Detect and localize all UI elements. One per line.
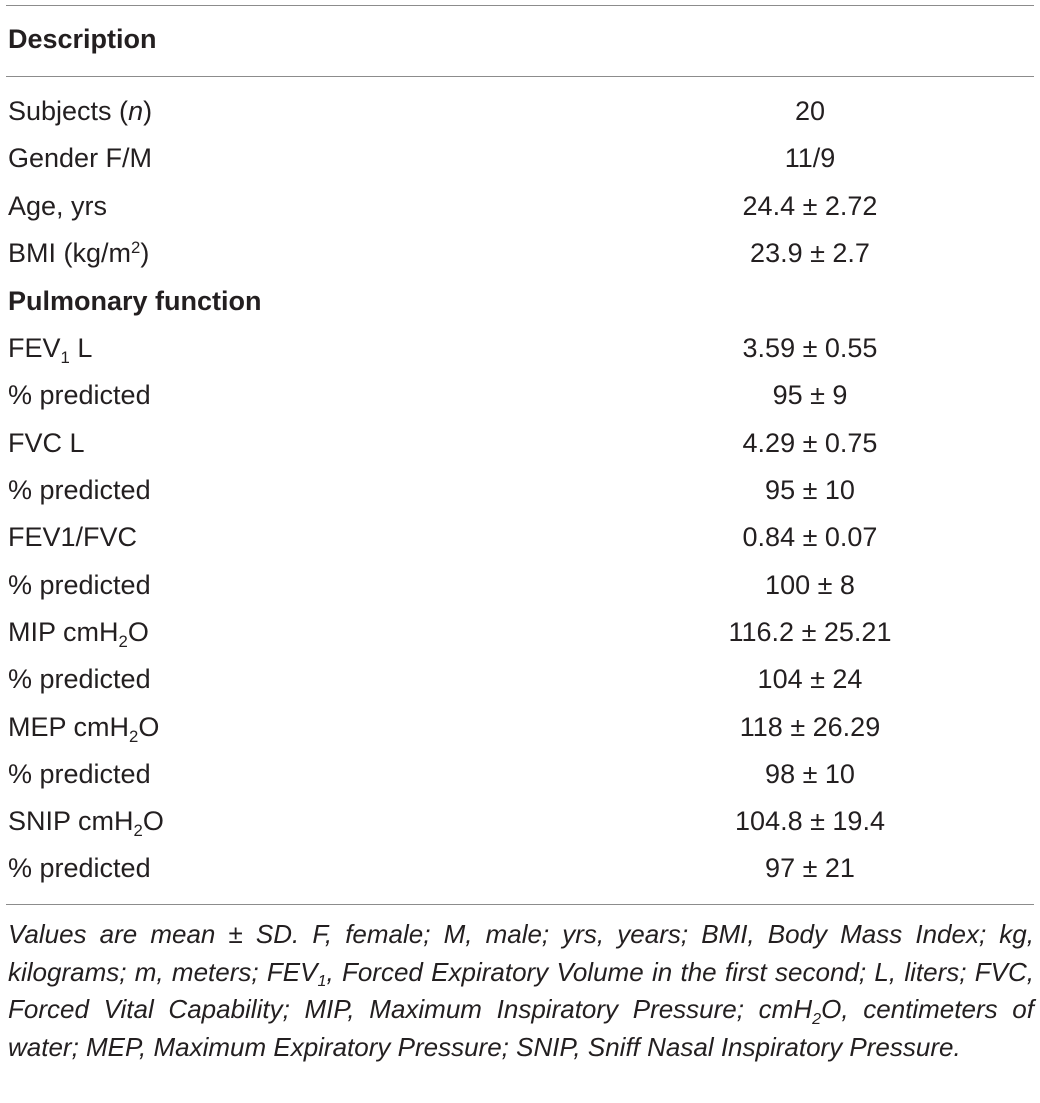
row-label: % predicted (8, 853, 151, 883)
row-label: SNIP cmH2O (8, 806, 164, 840)
row-label: FEV1 L (8, 333, 93, 367)
table-row-mep: MEP cmH2O 118 ± 26.29 (0, 712, 1040, 760)
row-value: 97 ± 21 (765, 853, 855, 883)
table-row-gender: Gender F/M 11/9 (0, 143, 1040, 191)
row-label: % predicted (8, 664, 151, 694)
row-value: 3.59 ± 0.55 (742, 333, 878, 363)
row-label: % predicted (8, 475, 151, 505)
row-value: 95 ± 10 (765, 475, 855, 505)
row-value: 0.84 ± 0.07 (742, 522, 878, 552)
footer-rule (6, 904, 1034, 905)
section-header-pulmonary: Pulmonary function (0, 286, 1040, 334)
table-row-bmi: BMI (kg/m2) 23.9 ± 2.7 (0, 238, 1040, 286)
row-value: 116.2 ± 25.21 (728, 617, 892, 647)
row-label: BMI (kg/m2) (8, 237, 150, 268)
table-footnote: Values are mean ± SD. F, female; M, male… (8, 919, 1034, 1062)
row-value: 24.4 ± 2.72 (742, 191, 878, 221)
top-rule (6, 5, 1034, 6)
table-row-fev1-fvc-predicted: % predicted 100 ± 8 (0, 570, 1040, 618)
table-header: Description (8, 24, 157, 54)
row-label: % predicted (8, 380, 151, 410)
header-rule (6, 76, 1034, 77)
row-label: FEV1/FVC (8, 522, 138, 552)
row-value: 104.8 ± 19.4 (735, 806, 885, 836)
row-value: 11/9 (784, 143, 836, 173)
table-row-fvc: FVC L 4.29 ± 0.75 (0, 428, 1040, 476)
row-value: 95 ± 9 (772, 380, 848, 410)
table-row-snip: SNIP cmH2O 104.8 ± 19.4 (0, 806, 1040, 854)
row-label: MIP cmH2O (8, 617, 149, 651)
table-row-fev1-fvc: FEV1/FVC 0.84 ± 0.07 (0, 522, 1040, 570)
row-label: FVC L (8, 428, 85, 458)
row-label: Gender F/M (8, 143, 153, 173)
row-label: % predicted (8, 759, 151, 789)
table-row-mip-predicted: % predicted 104 ± 24 (0, 664, 1040, 712)
row-value: 4.29 ± 0.75 (742, 428, 878, 458)
row-value: 20 (794, 96, 826, 126)
row-value: 118 ± 26.29 (739, 712, 881, 742)
row-value: 104 ± 24 (757, 664, 863, 694)
table-row-age: Age, yrs 24.4 ± 2.72 (0, 191, 1040, 239)
table-row-mep-predicted: % predicted 98 ± 10 (0, 759, 1040, 807)
table-row-fev1-predicted: % predicted 95 ± 9 (0, 380, 1040, 428)
row-label: Age, yrs (8, 191, 108, 221)
row-label: % predicted (8, 570, 151, 600)
table-row-fev1: FEV1 L 3.59 ± 0.55 (0, 333, 1040, 381)
row-label: Subjects (n) (8, 96, 153, 126)
table-row-mip: MIP cmH2O 116.2 ± 25.21 (0, 617, 1040, 665)
row-value: 100 ± 8 (765, 570, 855, 600)
row-value: 23.9 ± 2.7 (750, 238, 870, 268)
section-label: Pulmonary function (8, 286, 262, 316)
row-label: MEP cmH2O (8, 712, 160, 746)
table-row-snip-predicted: % predicted 97 ± 21 (0, 853, 1040, 901)
table-row-fvc-predicted: % predicted 95 ± 10 (0, 475, 1040, 523)
table-row-subjects: Subjects (n) 20 (0, 96, 1040, 144)
row-value: 98 ± 10 (765, 759, 855, 789)
